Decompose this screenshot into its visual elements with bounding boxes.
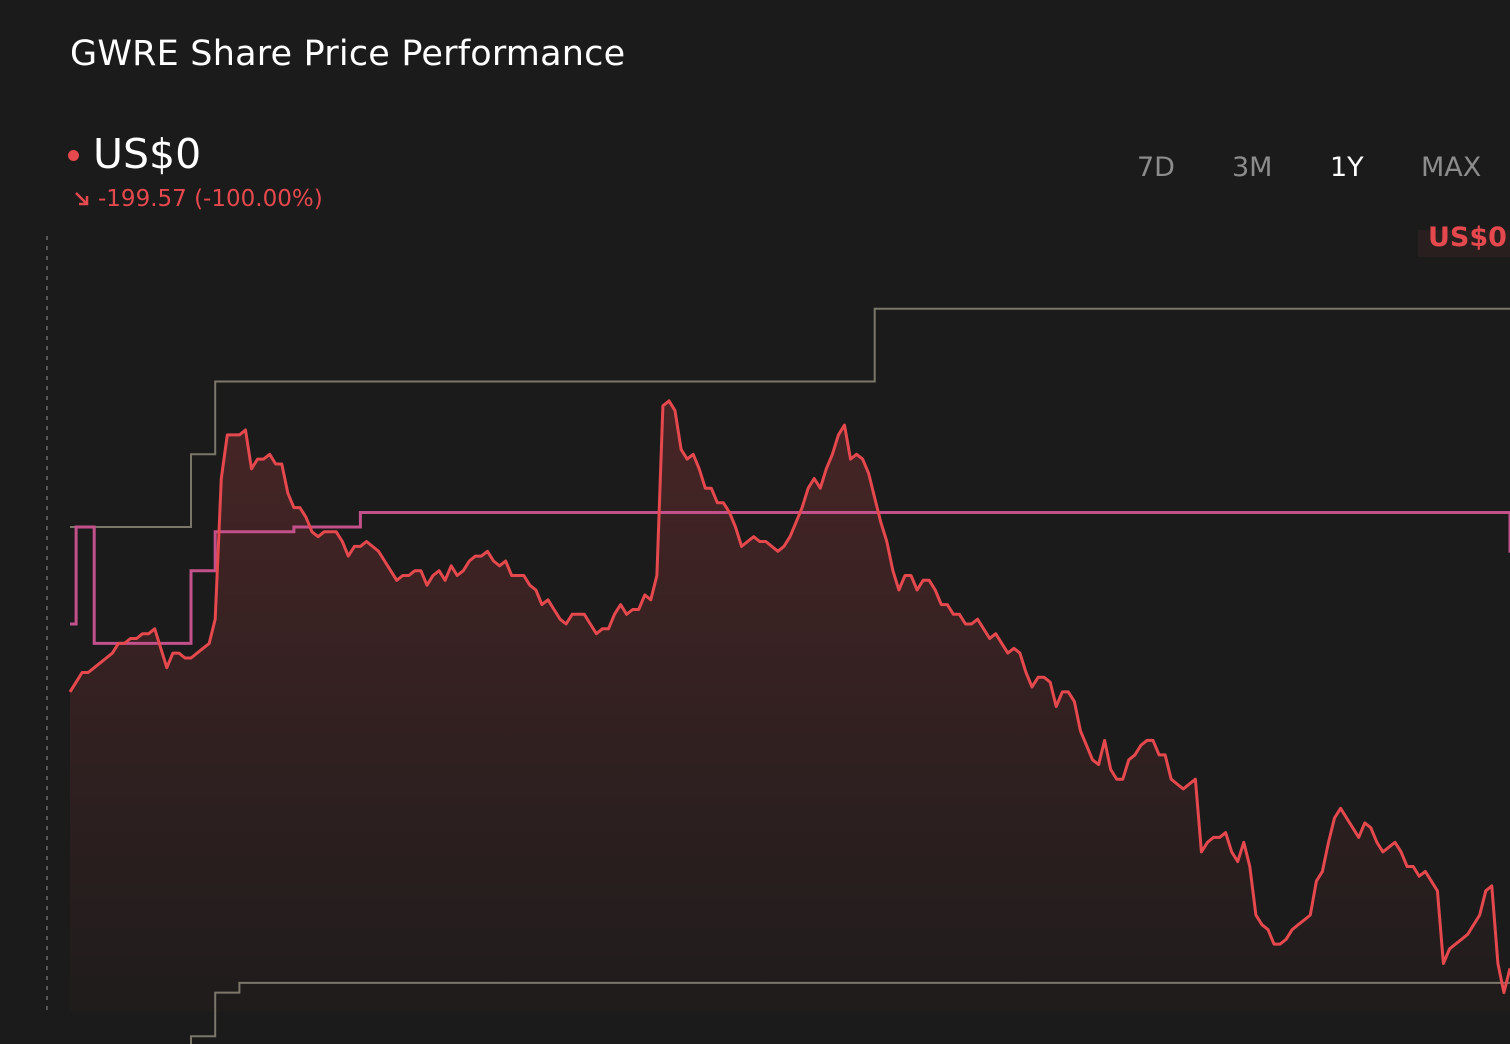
tab-max[interactable]: MAX	[1421, 152, 1482, 183]
price-label-tag: US$0	[1418, 222, 1510, 257]
down-arrow-icon	[75, 192, 89, 206]
moving-average-line	[70, 511, 1510, 645]
tab-1y[interactable]: 1Y	[1330, 152, 1364, 183]
price-indicator-dot-icon	[68, 149, 79, 161]
price-series-line	[68, 399, 1510, 995]
current-price: US$0	[93, 130, 202, 178]
page-title: GWRE Share Price Performance	[70, 34, 626, 74]
tab-7d[interactable]: 7D	[1137, 152, 1175, 183]
price-tag-text: US$0	[1428, 222, 1507, 253]
price-change: -199.57 (-100.00%)	[98, 186, 323, 212]
range-band-upper-line	[70, 307, 1510, 528]
period-tabs: 7D 3M 1Y MAX	[1110, 152, 1510, 188]
current-price-row: US$0	[68, 130, 201, 178]
price-area-fill	[70, 400, 1510, 1012]
price-change-row: -199.57 (-100.00%)	[72, 186, 323, 212]
tab-3m[interactable]: 3M	[1232, 152, 1273, 183]
